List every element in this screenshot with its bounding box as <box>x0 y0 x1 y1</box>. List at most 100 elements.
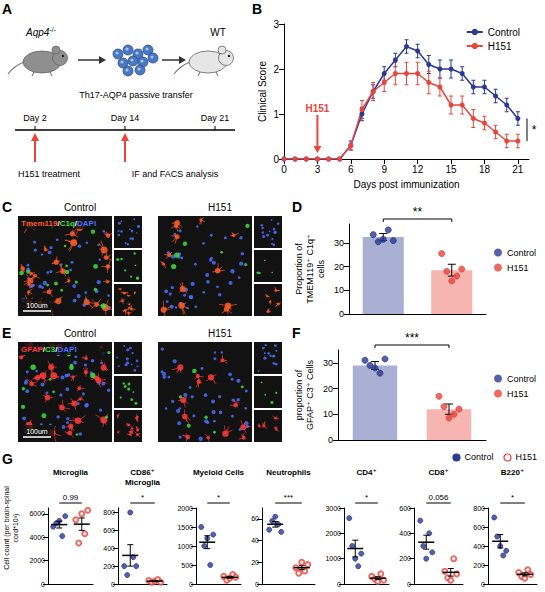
svg-text:500: 500 <box>181 562 193 569</box>
svg-text:2: 2 <box>273 64 279 75</box>
svg-text:400: 400 <box>103 545 115 552</box>
svg-text:600: 600 <box>399 505 411 512</box>
svg-text:Control: Control <box>488 27 520 38</box>
svg-text:CD86⁺: CD86⁺ <box>130 468 155 477</box>
svg-text:*: * <box>141 493 144 502</box>
svg-text:*: * <box>511 493 514 502</box>
svg-text:18: 18 <box>479 164 491 175</box>
svg-text:3: 3 <box>273 19 279 30</box>
svg-text:100um: 100um <box>26 302 48 309</box>
svg-text:B220⁺: B220⁺ <box>501 468 524 477</box>
svg-text:0: 0 <box>328 435 333 445</box>
svg-text:400: 400 <box>399 530 411 537</box>
svg-text:***: *** <box>405 331 419 345</box>
svg-text:CD8⁺: CD8⁺ <box>428 468 448 477</box>
svg-text:1500: 1500 <box>177 524 193 531</box>
svg-text:Clinical Score: Clinical Score <box>257 60 268 122</box>
svg-text:1000: 1000 <box>325 555 341 562</box>
svg-text:100um: 100um <box>26 428 48 435</box>
svg-text:2000: 2000 <box>177 505 193 512</box>
svg-text:H151: H151 <box>507 389 529 399</box>
svg-text:Day 14: Day 14 <box>111 113 140 123</box>
svg-text:21: 21 <box>512 164 524 175</box>
svg-text:Microglia: Microglia <box>125 478 161 487</box>
svg-text:Control: Control <box>64 202 96 213</box>
svg-text:2000: 2000 <box>29 557 45 564</box>
svg-text:60: 60 <box>251 515 259 522</box>
svg-text:0.056: 0.056 <box>428 493 449 502</box>
svg-text:H151: H151 <box>305 103 329 114</box>
svg-text:20: 20 <box>251 559 259 566</box>
svg-text:GFAP/C3/DAPI: GFAP/C3/DAPI <box>21 345 77 354</box>
svg-text:1: 1 <box>273 109 279 120</box>
svg-text:H151 treatment: H151 treatment <box>18 169 81 179</box>
svg-text:H151: H151 <box>208 328 232 339</box>
svg-text:1000: 1000 <box>177 543 193 550</box>
svg-text:20: 20 <box>334 262 344 272</box>
svg-text:Days post immunization: Days post immunization <box>353 179 459 190</box>
svg-text:**: ** <box>413 205 423 219</box>
svg-text:6: 6 <box>348 164 354 175</box>
svg-text:40: 40 <box>251 537 259 544</box>
svg-text:Proportion of: Proportion of <box>294 243 304 295</box>
svg-text:Day 2: Day 2 <box>23 113 47 123</box>
svg-text:Control: Control <box>64 328 96 339</box>
svg-text:30: 30 <box>334 238 344 248</box>
svg-text:2000: 2000 <box>325 530 341 537</box>
svg-text:4000: 4000 <box>29 534 45 541</box>
svg-text:15: 15 <box>445 164 457 175</box>
svg-text:Control: Control <box>507 374 536 384</box>
svg-text:400: 400 <box>473 543 485 550</box>
svg-text:0.99: 0.99 <box>63 493 79 502</box>
svg-text:0: 0 <box>407 581 411 588</box>
svg-text:3: 3 <box>315 164 321 175</box>
svg-text:Cell count (per brain-spinalco: Cell count (per brain-spinalcord*10³) <box>3 486 19 570</box>
svg-text:3000: 3000 <box>325 505 341 512</box>
svg-text:0: 0 <box>41 581 45 588</box>
svg-text:cells: cells <box>316 260 326 279</box>
svg-text:200: 200 <box>399 555 411 562</box>
svg-text:Day 21: Day 21 <box>201 113 230 123</box>
svg-text:H151: H151 <box>488 41 512 52</box>
svg-text:IF and FACS analysis: IF and FACS analysis <box>132 169 219 179</box>
svg-text:10: 10 <box>323 409 333 419</box>
svg-text:200: 200 <box>103 563 115 570</box>
svg-text:0: 0 <box>111 581 115 588</box>
svg-text:***: *** <box>284 493 293 502</box>
svg-text:0: 0 <box>189 581 193 588</box>
svg-text:*: * <box>532 123 537 137</box>
svg-text:Myeloid Cells: Myeloid Cells <box>193 468 245 477</box>
svg-text:600: 600 <box>103 527 115 534</box>
svg-text:0: 0 <box>273 154 279 165</box>
svg-text:200: 200 <box>473 562 485 569</box>
svg-text:20: 20 <box>323 384 333 394</box>
svg-text:*: * <box>217 493 220 502</box>
svg-text:10: 10 <box>334 285 344 295</box>
svg-text:proportion of: proportion of <box>294 369 304 420</box>
svg-text:0: 0 <box>481 581 485 588</box>
svg-text:*: * <box>365 493 368 502</box>
svg-text:600: 600 <box>473 524 485 531</box>
svg-text:6000: 6000 <box>29 510 45 517</box>
svg-text:Control: Control <box>507 248 536 258</box>
svg-text:9: 9 <box>381 164 387 175</box>
svg-text:GFAP⁺ C3⁺ Cells: GFAP⁺ C3⁺ Cells <box>305 359 315 430</box>
svg-text:800: 800 <box>473 505 485 512</box>
svg-text:H151: H151 <box>208 202 232 213</box>
svg-text:Tmem119/C1q/DAPI: Tmem119/C1q/DAPI <box>21 219 96 228</box>
svg-text:0: 0 <box>339 309 344 319</box>
svg-text:0: 0 <box>281 164 287 175</box>
svg-text:Aqp4-/-: Aqp4-/- <box>25 26 57 38</box>
svg-text:0: 0 <box>255 581 259 588</box>
svg-text:0: 0 <box>337 581 341 588</box>
svg-text:Th17-AQP4 passive transfer: Th17-AQP4 passive transfer <box>79 90 193 100</box>
svg-text:H151: H151 <box>507 263 529 273</box>
svg-text:TMEM119⁺ C1q⁺: TMEM119⁺ C1q⁺ <box>305 234 315 304</box>
svg-text:12: 12 <box>412 164 424 175</box>
svg-text:Neutrophils: Neutrophils <box>266 468 311 477</box>
svg-text:30: 30 <box>323 358 333 368</box>
svg-text:800: 800 <box>103 509 115 516</box>
svg-text:Microglia: Microglia <box>53 468 89 477</box>
svg-text:WT: WT <box>210 27 226 38</box>
svg-text:CD4⁺: CD4⁺ <box>356 468 376 477</box>
